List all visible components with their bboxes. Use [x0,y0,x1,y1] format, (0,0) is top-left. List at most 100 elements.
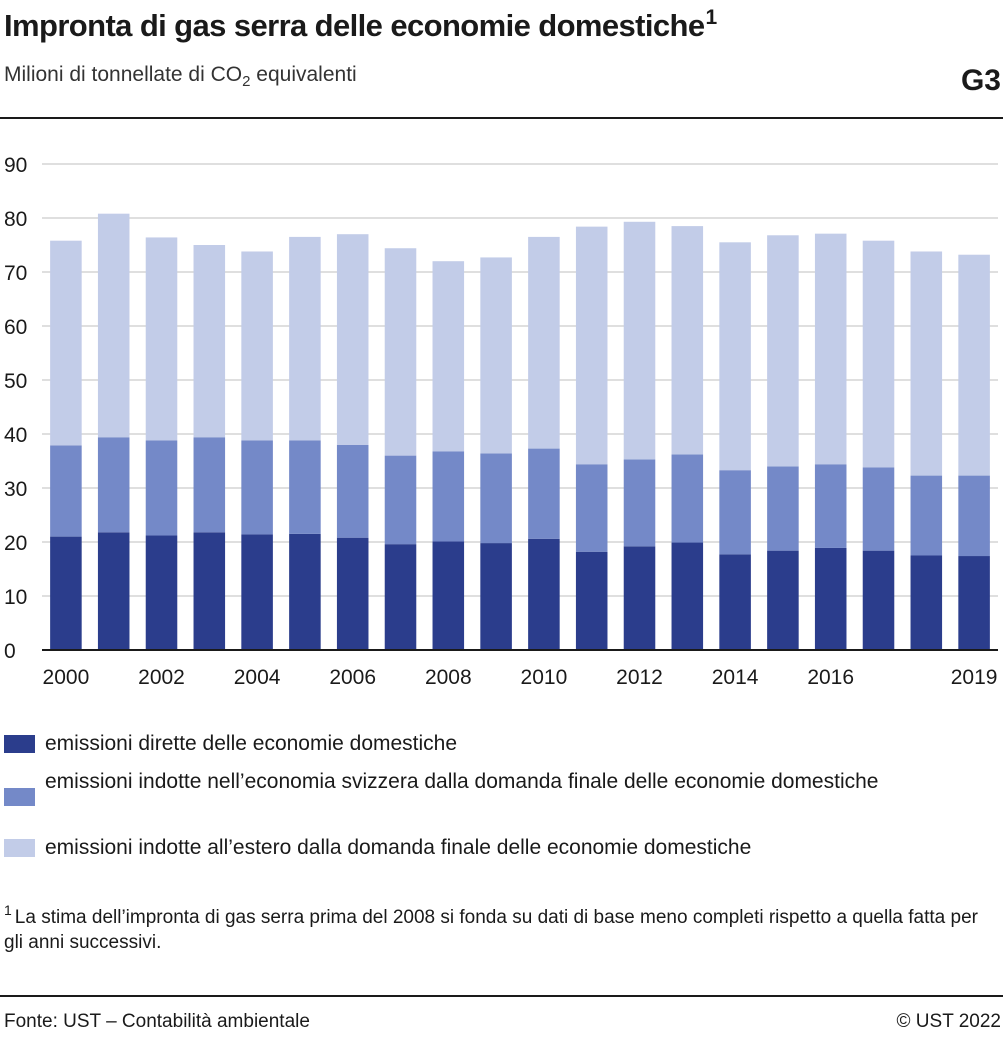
legend-item-induced-domestic: emissioni indotte nell’economia svizzera… [4,768,904,806]
bar-2003-series-1 [193,437,226,533]
bar-2005-series-1 [289,440,321,534]
bottom-divider [0,995,1003,997]
bar-2006-series-2 [336,234,369,445]
bar-2018-series-2 [910,251,943,476]
x-tick-label-2002: 2002 [138,666,185,689]
bar-2000-series-2 [50,240,82,446]
x-tick-label-2004: 2004 [234,666,281,689]
bar-2015-series-2 [767,235,799,467]
copyright-note: © UST 2022 [896,1011,1001,1032]
x-tick-label-2000: 2000 [43,666,90,689]
bar-2012-series-0 [623,546,656,650]
legend-label-induced-abroad: emissioni indotte all’estero dalla doman… [45,836,752,859]
legend-swatch-induced-abroad [4,839,35,857]
bar-2000-series-0 [50,536,82,650]
x-tick-label-2006: 2006 [329,666,376,689]
bar-2019-series-2 [958,254,990,476]
bar-2016-series-2 [814,233,847,465]
bar-2017-series-1 [862,467,895,551]
bar-2004-series-0 [241,534,273,650]
bar-2001-series-2 [97,213,130,438]
y-tick-label-50: 50 [4,370,27,393]
bar-2006-series-1 [336,444,369,538]
y-tick-label-40: 40 [4,424,27,447]
y-tick-label-20: 20 [4,532,27,555]
bar-2017-series-0 [862,550,895,650]
bar-2005-series-0 [289,533,321,650]
bar-2001-series-1 [97,437,130,533]
bar-2016-series-1 [814,464,847,548]
graph-code: G3 [960,64,1001,97]
bar-2007-series-0 [384,544,417,650]
bar-2008-series-2 [432,261,465,452]
x-tick-label-2012: 2012 [616,666,663,689]
bar-2018-series-1 [910,475,943,556]
legend-label-induced-domestic: emissioni indotte nell’economia svizzera… [45,770,879,793]
legend-item-direct: emissioni dirette delle economie domesti… [4,730,457,757]
bar-2016-series-0 [814,547,847,650]
bar-2011-series-0 [575,551,608,650]
y-tick-label-80: 80 [4,208,27,231]
bar-2012-series-1 [623,459,656,547]
bar-2010-series-1 [528,448,560,539]
y-tick-label-90: 90 [4,154,27,177]
y-tick-label-0: 0 [4,640,16,663]
bar-2015-series-1 [767,466,799,551]
y-tick-label-30: 30 [4,478,27,501]
bar-2001-series-0 [97,532,130,650]
bar-2003-series-2 [193,245,226,438]
y-tick-label-70: 70 [4,262,27,285]
chart-title: Impronta di gas serra delle economie dom… [4,6,718,43]
x-tick-label-2010: 2010 [521,666,568,689]
bar-2019-series-1 [958,475,990,557]
bar-2005-series-2 [289,236,321,441]
x-tick-label-2014: 2014 [712,666,759,689]
legend-label-direct: emissioni dirette delle economie domesti… [45,732,458,755]
bar-2007-series-2 [384,248,417,456]
top-divider [0,117,1003,119]
bar-2011-series-1 [575,464,608,552]
bar-2009-series-2 [480,257,512,454]
footnote-text: La stima dell’impronta di gas serra prim… [4,907,978,953]
bar-2018-series-0 [910,555,943,650]
bar-2010-series-0 [528,538,560,650]
bar-2007-series-1 [384,455,417,545]
y-tick-label-10: 10 [4,586,27,609]
bar-2014-series-1 [719,470,751,555]
x-tick-label-2016: 2016 [807,666,854,689]
stacked-bar-chart: 0 10 20 30 40 50 60 70 80 90 2000 2002 2004 2006 2008 2… [4,154,998,689]
bar-2013-series-0 [671,542,704,650]
bar-2004-series-1 [241,440,273,535]
footnote-mark: 1 [4,902,12,918]
bar-2002-series-1 [145,440,178,536]
title-footnote-mark: 1 [705,6,718,29]
bar-2014-series-0 [719,554,751,650]
footnote: 1 La stima dell’impronta di gas serra pri… [4,898,984,955]
legend-swatch-induced-domestic [4,788,35,806]
legend-swatch-direct [4,735,35,753]
bar-2012-series-2 [623,221,656,460]
bar-2009-series-1 [480,453,512,544]
bar-2009-series-0 [480,543,512,650]
chart-subtitle: Milioni di tonnellate di CO2 equivalenti [4,63,357,90]
bar-2011-series-2 [575,226,608,465]
bar-2004-series-2 [241,251,273,441]
bar-2017-series-2 [862,240,895,468]
bar-2002-series-2 [145,237,178,441]
bar-2019-series-0 [958,556,990,650]
bar-2006-series-0 [336,537,369,650]
bar-2013-series-2 [671,226,704,455]
bar-2002-series-0 [145,535,178,650]
y-tick-label-60: 60 [4,316,27,339]
bar-2000-series-1 [50,445,82,537]
bar-2003-series-0 [193,532,226,650]
bar-2014-series-2 [719,242,751,471]
legend-item-induced-abroad: emissioni indotte all’estero dalla doman… [4,834,751,861]
bar-2010-series-2 [528,236,560,449]
bar-2013-series-1 [671,454,704,543]
source-note: Fonte: UST – Contabilità ambientale [4,1011,310,1032]
bar-2015-series-0 [767,550,799,650]
x-tick-label-2008: 2008 [425,666,472,689]
bar-2008-series-1 [432,451,465,542]
bar-2008-series-0 [432,541,465,650]
